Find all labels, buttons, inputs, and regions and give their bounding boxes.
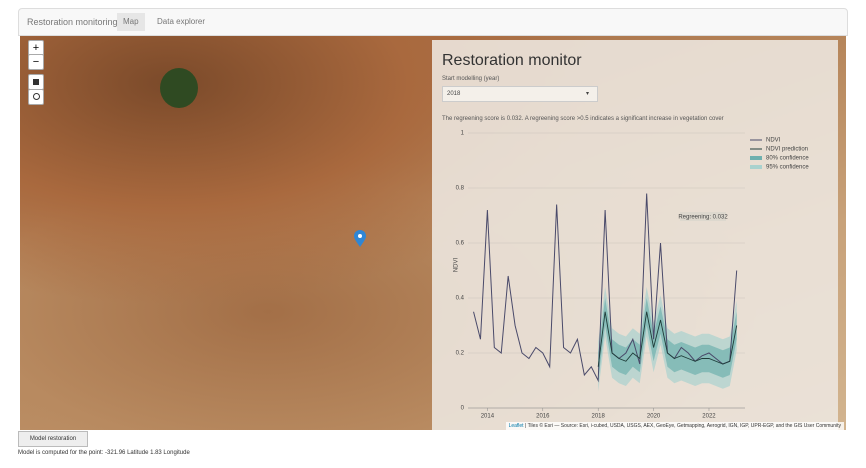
- y-tick-label: 0.6: [456, 241, 465, 247]
- y-tick-label: 0: [461, 406, 465, 412]
- chart: NDVI 0 0.2 0.4 0.6 0.8 1 2014 2016 2018 2020 2022 R…: [454, 131, 810, 420]
- draw-rectangle[interactable]: [28, 74, 44, 90]
- x-tick-label: 2018: [592, 414, 606, 420]
- zoom-out[interactable]: −: [28, 54, 44, 70]
- legend-label: NDVI prediction: [766, 147, 808, 153]
- legend-label: 80% confidence: [766, 156, 809, 162]
- panel-title: Restoration monitor: [442, 52, 582, 69]
- y-tick-label: 0.2: [456, 351, 465, 357]
- control-panel: Restoration monitor Start modelling (yea…: [432, 40, 838, 430]
- annotation-box: [680, 212, 726, 221]
- select-value: 2018: [447, 91, 461, 97]
- attribution: Leaflet | Tiles © Esri — Source: Esri, i…: [505, 422, 844, 430]
- legend-label: NDVI: [766, 138, 781, 144]
- navbar: Restoration monitoring Map Data explorer: [18, 8, 848, 36]
- x-tick-label: 2016: [536, 414, 550, 420]
- series-line: [473, 193, 738, 383]
- y-tick-label: 0.8: [456, 186, 465, 192]
- draw-marker[interactable]: [28, 89, 44, 105]
- model-button[interactable]: Model restoration: [18, 431, 88, 447]
- select-label: Start modelling (year): [442, 76, 500, 82]
- app: Restoration monitoring Map Data explorer…: [18, 8, 848, 468]
- x-tick-label: 2022: [702, 414, 716, 420]
- tab-data-explorer[interactable]: Data explorer: [157, 17, 206, 26]
- model-info: Model is computed for the point: -321.96…: [18, 450, 190, 456]
- vegetation-patch: [160, 68, 198, 108]
- x-tick-label: 2020: [647, 414, 661, 420]
- y-tick-label: 0.4: [456, 296, 465, 302]
- y-axis-label: NDVI: [454, 258, 460, 273]
- series-line: [597, 311, 738, 367]
- legend-label: 95% confidence: [766, 165, 809, 171]
- y-tick-label: 1: [461, 131, 465, 137]
- tab-map[interactable]: Map: [117, 13, 145, 31]
- year-select[interactable]: 2018 ▾: [442, 86, 598, 102]
- x-tick-label: 2014: [481, 414, 495, 420]
- attribution-text: | Tiles © Esri — Source: Esri, i-cubed, …: [524, 423, 841, 429]
- confidence-band: [598, 298, 737, 381]
- map-marker[interactable]: [354, 230, 366, 248]
- annotation: Regreening: 0.032: [678, 215, 728, 221]
- score-text: The regreening score is 0.032. A regreen…: [442, 116, 724, 122]
- map[interactable]: + − Restoration monitor Start modelling …: [20, 36, 846, 430]
- leaflet-link[interactable]: Leaflet: [508, 423, 524, 429]
- brand[interactable]: Restoration monitoring: [27, 17, 118, 27]
